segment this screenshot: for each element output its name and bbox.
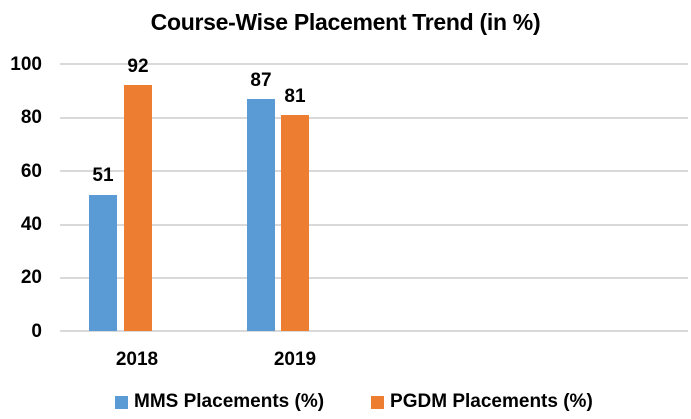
legend-swatch-mms: [115, 395, 128, 409]
data-label-mms-2019: 87: [250, 70, 272, 91]
legend-item-mms: MMS Placements (%): [115, 391, 324, 413]
x-tick-2018: 2018: [115, 349, 159, 370]
gridline-20: [60, 277, 688, 279]
legend-label-pgdm: PGDM Placements (%): [390, 391, 593, 412]
chart-title: Course-Wise Placement Trend (in %): [150, 9, 541, 35]
gridline-60: [60, 170, 688, 172]
plot-area: [60, 63, 688, 332]
x-tick-2019: 2019: [273, 349, 317, 370]
y-tick-40: 40: [20, 214, 42, 235]
legend-label-mms: MMS Placements (%): [134, 391, 325, 412]
y-tick-0: 0: [31, 321, 42, 342]
data-label-pgdm-2018: 92: [127, 56, 149, 77]
legend-swatch-pgdm: [371, 395, 385, 409]
bar-mms-2019: [247, 99, 275, 331]
bar-pgdm-2019: [281, 115, 309, 331]
y-tick-100: 100: [10, 54, 42, 75]
gridline-0: [60, 330, 688, 332]
bar-mms-2018: [89, 195, 117, 331]
data-label-mms-2018: 51: [92, 165, 114, 186]
gridline-40: [60, 224, 688, 226]
data-label-pgdm-2019: 81: [284, 86, 306, 107]
y-tick-60: 60: [20, 161, 42, 182]
legend-item-pgdm: PGDM Placements (%): [371, 391, 593, 413]
gridline-80: [60, 117, 688, 119]
gridline-100: [60, 63, 688, 65]
bar-pgdm-2018: [124, 85, 152, 331]
legend: MMS Placements (%) PGDM Placements (%): [115, 390, 593, 414]
y-tick-20: 20: [20, 267, 42, 288]
y-tick-80: 80: [20, 107, 42, 128]
